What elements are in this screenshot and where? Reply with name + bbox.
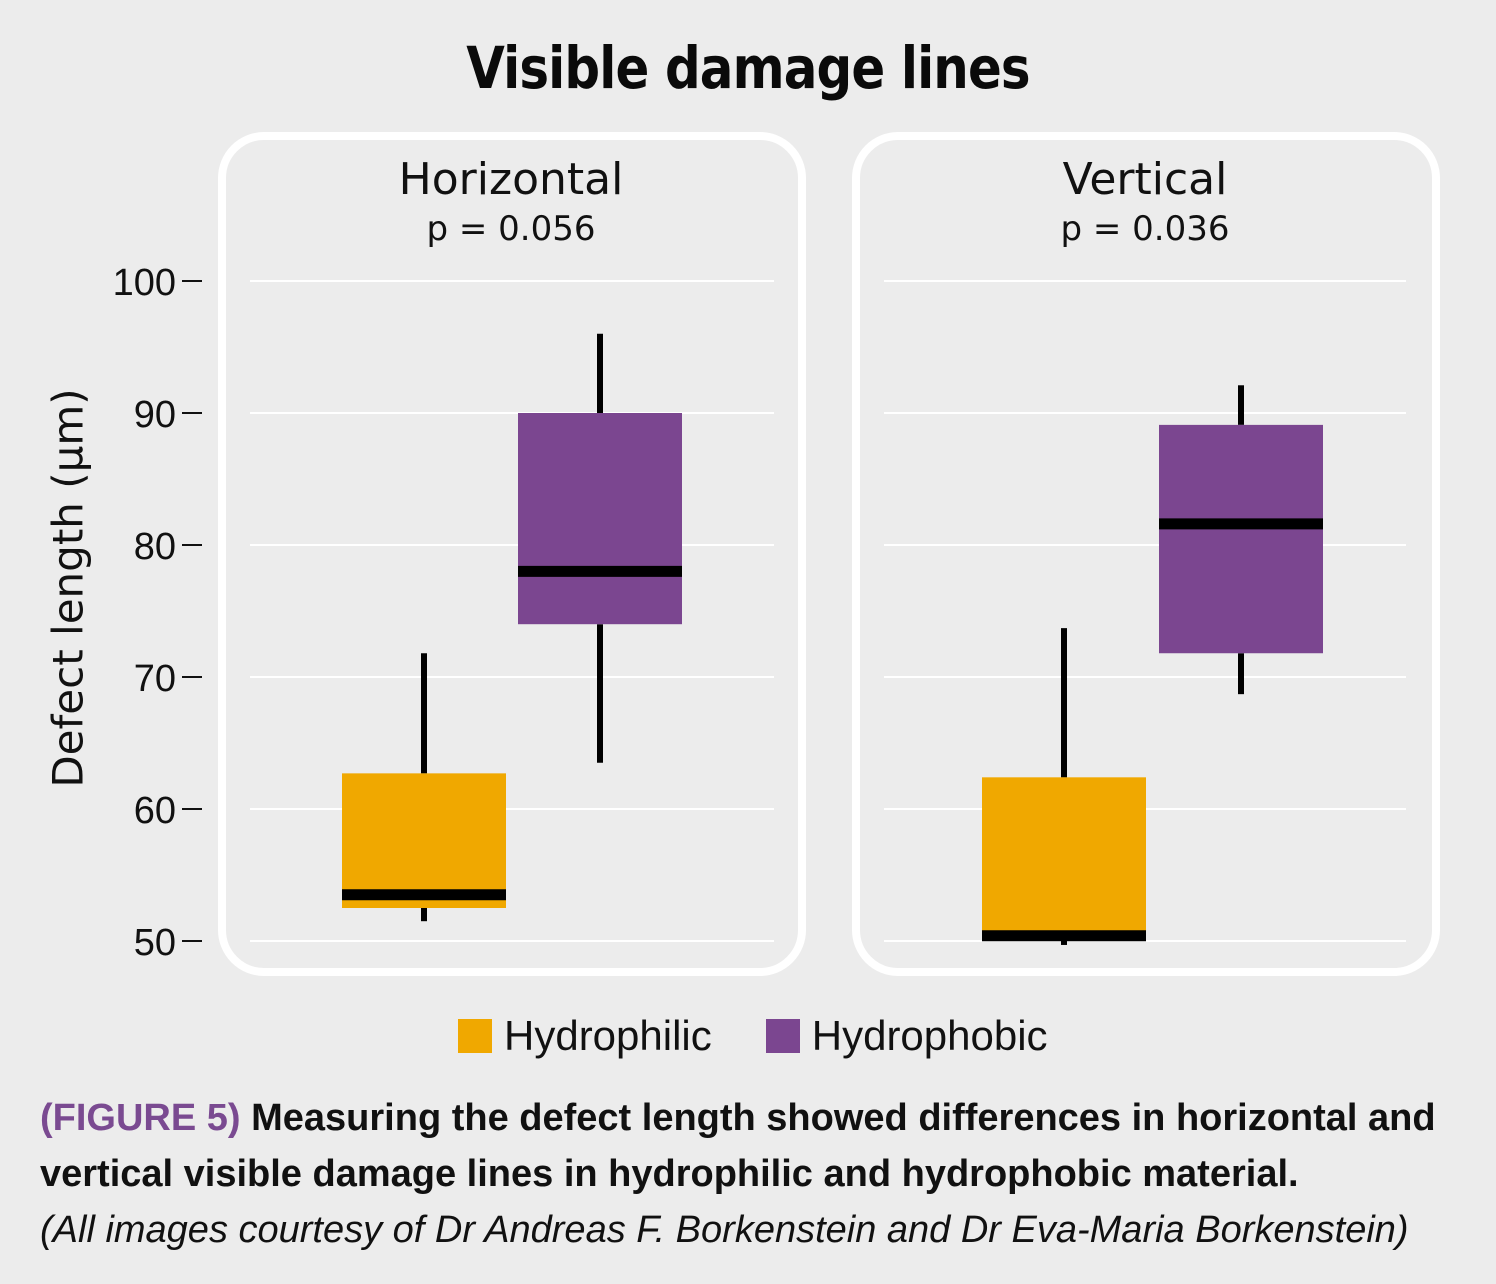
y-tick-label: 60 [134, 790, 176, 832]
y-tick-label: 100 [113, 262, 176, 304]
legend: Hydrophilic Hydrophobic [458, 1012, 1102, 1060]
y-tick-label: 70 [134, 658, 176, 700]
legend-label: Hydrophilic [504, 1012, 712, 1059]
panel-frame [852, 132, 1440, 976]
y-tick-label: 50 [134, 922, 176, 964]
box-hydrophobic [518, 413, 682, 625]
legend-swatch-hydrophilic [458, 1019, 492, 1053]
p-value-label: p = 0.056 [426, 209, 596, 249]
panel-header-vertical: Vertical p = 0.036 [852, 154, 1438, 249]
legend-item-hydrophobic: Hydrophobic [765, 1012, 1048, 1060]
chart-title: Visible damage lines [466, 34, 1030, 102]
legend-label: Hydrophobic [811, 1012, 1048, 1059]
legend-item-hydrophilic: Hydrophilic [458, 1012, 712, 1060]
legend-swatch-hydrophobic [765, 1019, 800, 1053]
box-hydrophilic [342, 773, 506, 908]
panel-frame [218, 132, 806, 976]
box-hydrophilic [982, 777, 1146, 941]
figure-caption: (FIGURE 5) Measuring the defect length s… [40, 1090, 1460, 1258]
panel-header-horizontal: Horizontal p = 0.056 [218, 154, 804, 249]
caption-text: Measuring the defect length showed diffe… [40, 1097, 1436, 1195]
panel-title: Vertical [1062, 154, 1228, 205]
p-value-label: p = 0.036 [1060, 209, 1230, 249]
y-tick-label: 80 [134, 526, 176, 568]
caption-figure-number: (FIGURE 5) [40, 1097, 241, 1139]
caption-credit: (All images courtesy of Dr Andreas F. Bo… [40, 1209, 1409, 1251]
y-tick-label: 90 [134, 394, 176, 436]
y-axis-label: Defect length (µm) [43, 388, 93, 788]
panel-title: Horizontal [398, 154, 624, 205]
box-hydrophobic [1159, 424, 1323, 654]
